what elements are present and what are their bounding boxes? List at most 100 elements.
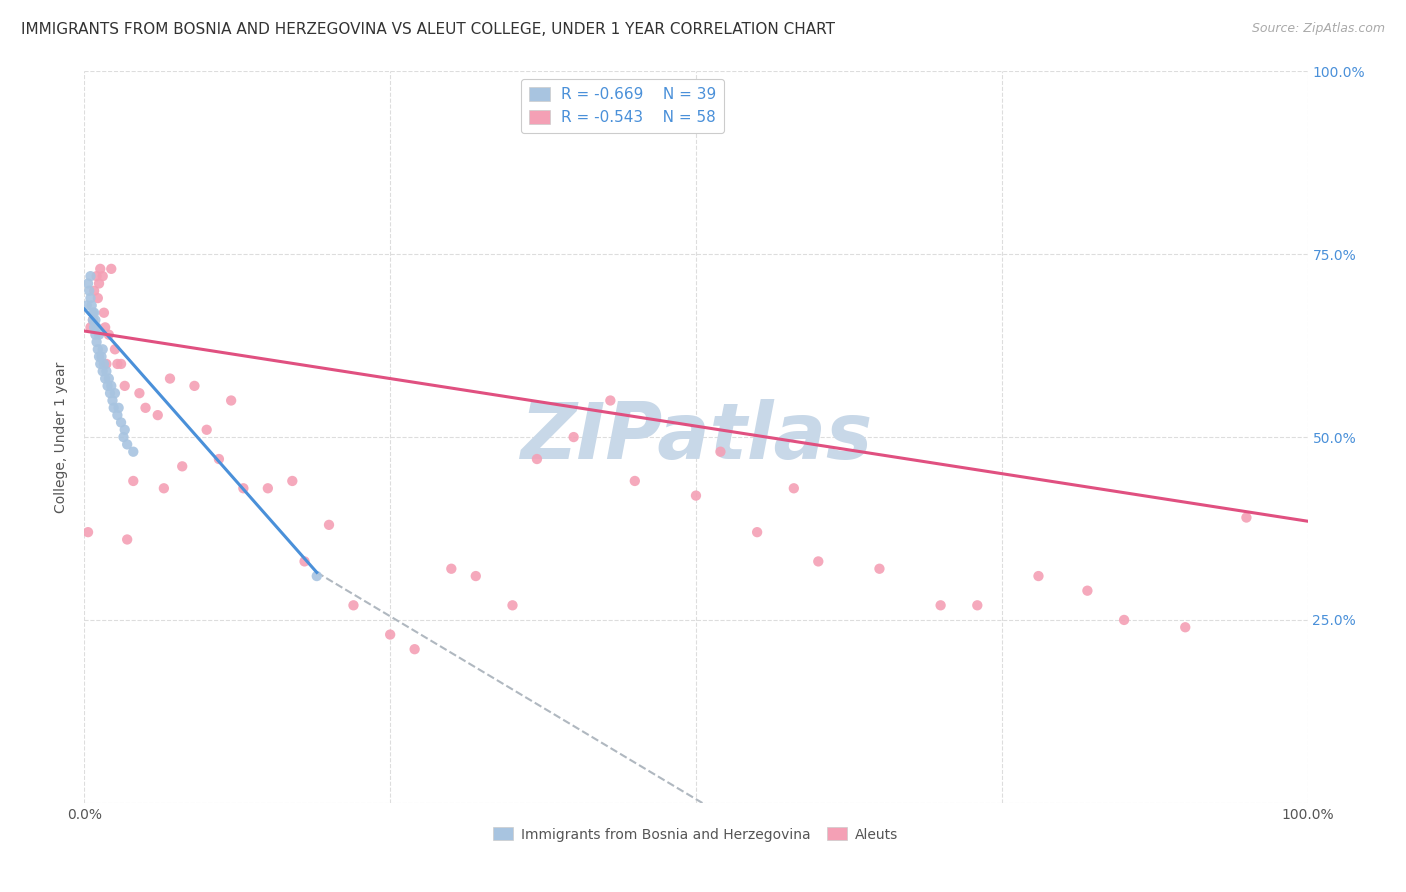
Point xyxy=(807,554,830,568)
Point xyxy=(869,562,891,576)
Point xyxy=(153,481,176,495)
Point xyxy=(929,599,952,613)
Point xyxy=(79,320,101,334)
Text: IMMIGRANTS FROM BOSNIA AND HERZEGOVINA VS ALEUT COLLEGE, UNDER 1 YEAR CORRELATIO: IMMIGRANTS FROM BOSNIA AND HERZEGOVINA V… xyxy=(21,22,835,37)
Point xyxy=(526,452,548,467)
Point xyxy=(76,298,98,312)
Point xyxy=(112,430,135,444)
Point xyxy=(1236,510,1258,524)
Point xyxy=(87,291,110,305)
Point xyxy=(83,320,105,334)
Legend: Immigrants from Bosnia and Herzegovina, Aleuts: Immigrants from Bosnia and Herzegovina, … xyxy=(488,822,904,847)
Text: ZIPatlas: ZIPatlas xyxy=(520,399,872,475)
Point xyxy=(89,261,111,276)
Point xyxy=(84,313,107,327)
Point xyxy=(96,364,118,378)
Point xyxy=(599,393,621,408)
Point xyxy=(77,284,100,298)
Point xyxy=(96,357,118,371)
Point xyxy=(195,423,218,437)
Point xyxy=(114,423,136,437)
Point xyxy=(77,277,100,291)
Point xyxy=(110,357,132,371)
Point xyxy=(783,481,806,495)
Point xyxy=(122,474,145,488)
Point xyxy=(208,452,231,467)
Point xyxy=(101,393,124,408)
Point xyxy=(502,599,524,613)
Point xyxy=(80,298,103,312)
Point xyxy=(159,371,181,385)
Point xyxy=(79,269,101,284)
Point xyxy=(110,416,132,430)
Point xyxy=(709,444,731,458)
Point xyxy=(84,327,107,342)
Point xyxy=(114,379,136,393)
Point xyxy=(79,291,101,305)
Text: Source: ZipAtlas.com: Source: ZipAtlas.com xyxy=(1251,22,1385,36)
Point xyxy=(440,562,463,576)
Point xyxy=(115,437,138,451)
Point xyxy=(404,642,426,657)
Point xyxy=(146,408,169,422)
Point xyxy=(624,474,647,488)
Point xyxy=(87,343,110,357)
Point xyxy=(380,627,402,641)
Point xyxy=(93,357,115,371)
Point xyxy=(1076,583,1098,598)
Point xyxy=(107,401,129,415)
Point xyxy=(305,569,328,583)
Point xyxy=(86,334,108,349)
Point xyxy=(281,474,304,488)
Point xyxy=(1114,613,1136,627)
Point xyxy=(83,284,105,298)
Point xyxy=(1174,620,1197,634)
Point xyxy=(104,343,127,357)
Point xyxy=(342,599,364,613)
Point xyxy=(86,269,108,284)
Point xyxy=(257,481,280,495)
Point xyxy=(183,379,205,393)
Point xyxy=(966,599,988,613)
Point xyxy=(1028,569,1050,583)
Point xyxy=(100,261,122,276)
Point xyxy=(83,306,105,320)
Point xyxy=(91,364,114,378)
Point xyxy=(82,313,104,327)
Point xyxy=(89,357,111,371)
Point xyxy=(115,533,138,547)
Point xyxy=(94,320,117,334)
Point xyxy=(87,327,110,342)
Point xyxy=(318,517,340,532)
Point xyxy=(105,408,128,422)
Point xyxy=(747,525,769,540)
Point xyxy=(90,350,112,364)
Point xyxy=(98,386,121,401)
Point xyxy=(128,386,150,401)
Point xyxy=(97,379,120,393)
Point xyxy=(219,393,242,408)
Point xyxy=(93,306,115,320)
Point xyxy=(100,379,122,393)
Point xyxy=(82,306,104,320)
Point xyxy=(91,269,114,284)
Point xyxy=(105,357,128,371)
Point xyxy=(87,277,110,291)
Point xyxy=(232,481,254,495)
Point xyxy=(86,320,108,334)
Point xyxy=(91,343,114,357)
Point xyxy=(97,327,120,342)
Point xyxy=(103,401,125,415)
Point xyxy=(97,371,120,385)
Point xyxy=(464,569,486,583)
Point xyxy=(172,459,194,474)
Point xyxy=(104,386,127,401)
Point xyxy=(87,350,110,364)
Y-axis label: College, Under 1 year: College, Under 1 year xyxy=(55,361,69,513)
Point xyxy=(122,444,145,458)
Point xyxy=(562,430,585,444)
Point xyxy=(294,554,316,568)
Point xyxy=(77,525,100,540)
Point xyxy=(685,489,707,503)
Point xyxy=(94,371,117,385)
